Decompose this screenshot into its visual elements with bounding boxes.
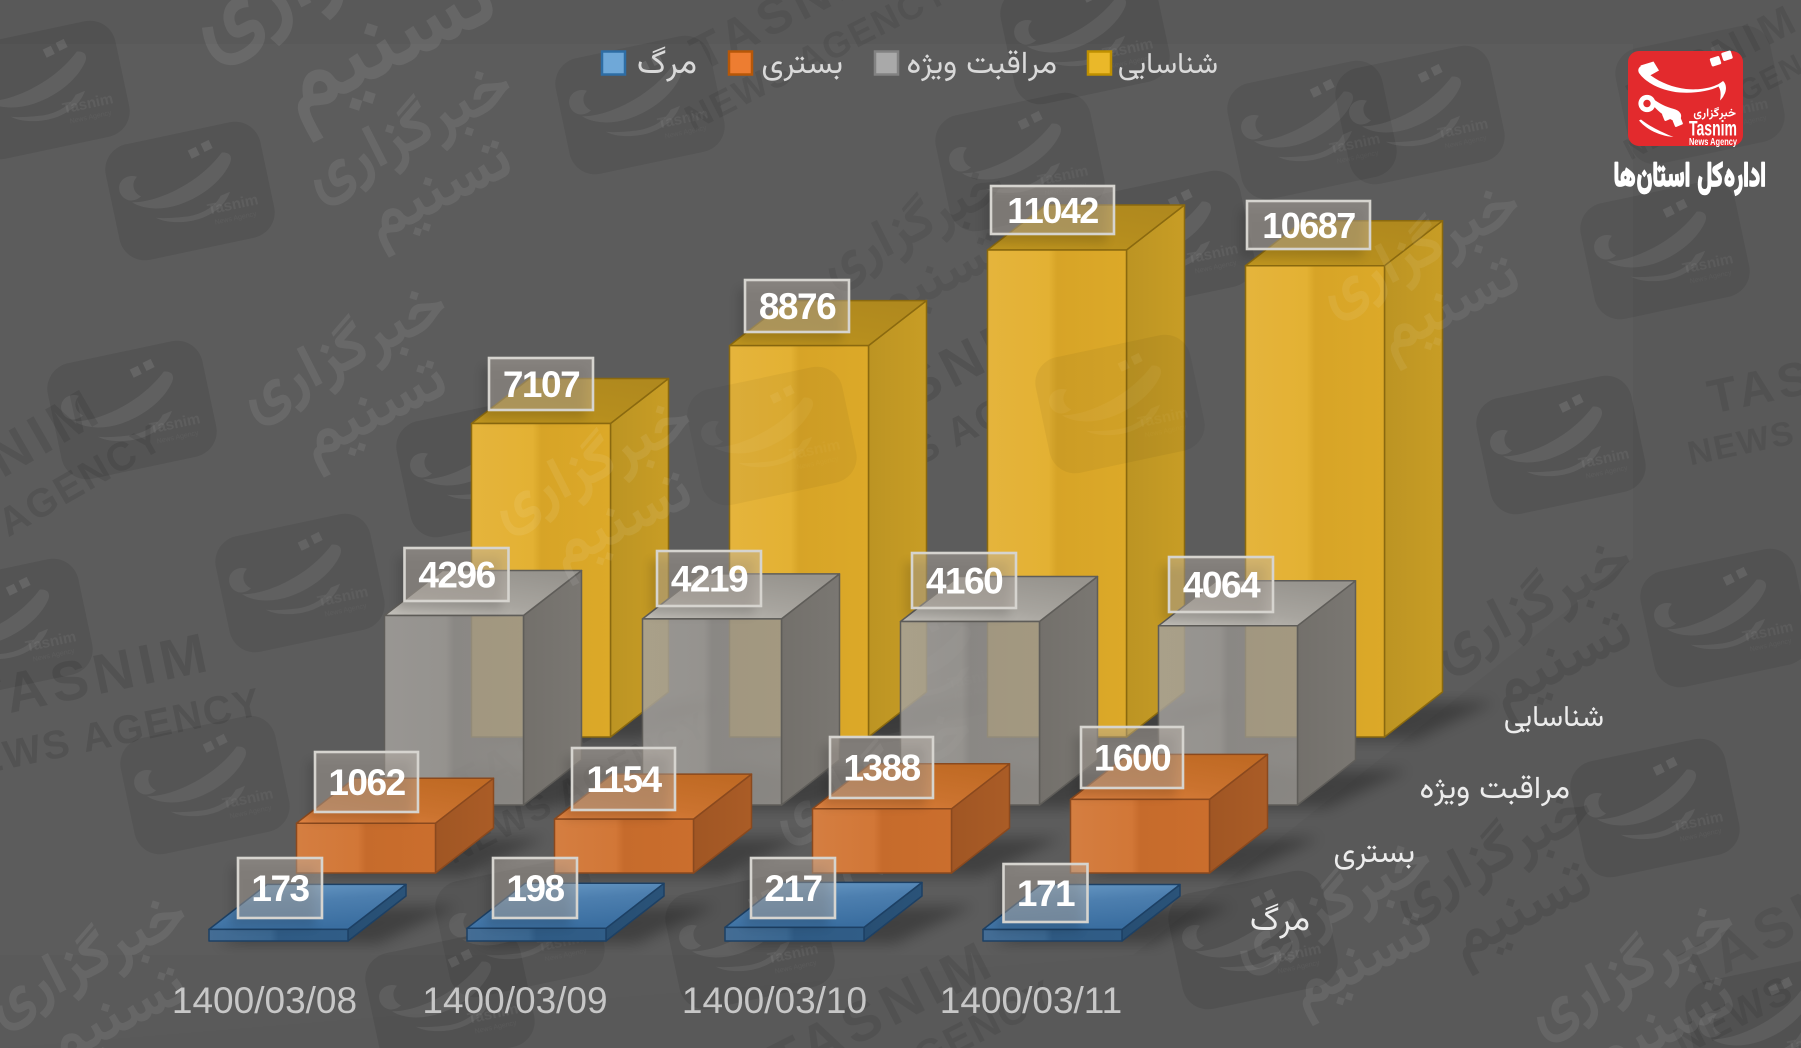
svg-text:1400/03/08: 1400/03/08 (172, 980, 357, 1021)
svg-text:7107: 7107 (503, 364, 579, 405)
svg-text:1388: 1388 (843, 748, 920, 789)
svg-text:217: 217 (764, 868, 821, 909)
svg-text:10687: 10687 (1262, 205, 1355, 246)
svg-text:11042: 11042 (1007, 190, 1098, 231)
svg-text:1154: 1154 (586, 759, 662, 800)
svg-text:8876: 8876 (759, 286, 836, 327)
svg-text:4219: 4219 (671, 559, 748, 600)
svg-text:4296: 4296 (418, 555, 495, 596)
svg-text:1600: 1600 (1094, 738, 1171, 779)
svg-text:198: 198 (506, 868, 564, 909)
svg-text:4064: 4064 (1183, 565, 1261, 606)
svg-text:1400/03/10: 1400/03/10 (682, 980, 867, 1021)
svg-text:1400/03/11: 1400/03/11 (940, 980, 1122, 1021)
svg-text:1062: 1062 (328, 762, 405, 803)
svg-text:1400/03/09: 1400/03/09 (422, 980, 607, 1021)
svg-text:4160: 4160 (926, 561, 1003, 602)
svg-text:173: 173 (251, 868, 309, 909)
svg-text:171: 171 (1017, 873, 1075, 914)
svg-text:Tasnim: Tasnim (1689, 117, 1737, 141)
svg-text:News Agency: News Agency (1689, 136, 1737, 148)
